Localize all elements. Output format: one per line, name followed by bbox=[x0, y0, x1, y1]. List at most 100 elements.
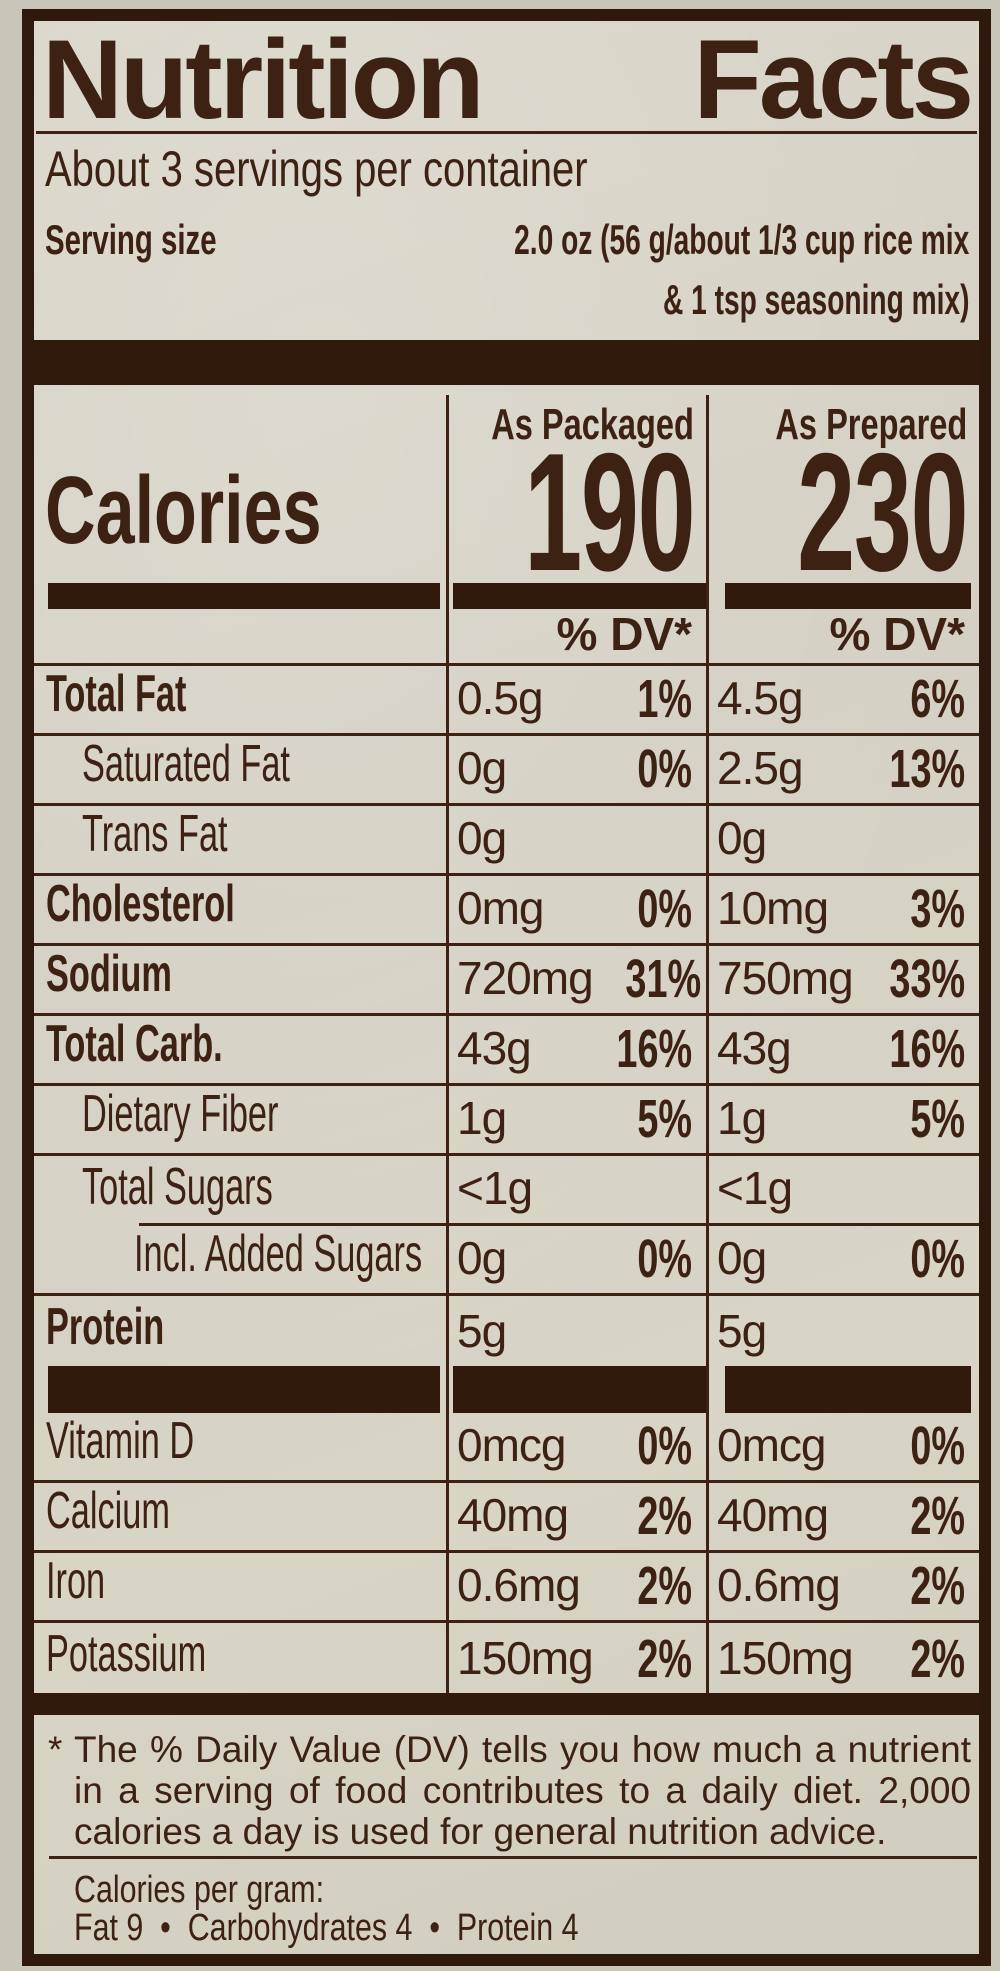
nutrient-prepared-cell: 43g 16% bbox=[706, 1016, 979, 1086]
nutrient-label-cell: Total Sugars bbox=[34, 1156, 446, 1226]
nutrient-packaged-cell: 43g 16% bbox=[446, 1016, 706, 1086]
daily-value-text: 2% bbox=[910, 1628, 965, 1689]
daily-value-packaged: 0% bbox=[614, 1228, 692, 1289]
nutrient-prepared-cell: 40mg 2% bbox=[706, 1483, 979, 1553]
nutrient-label-cell: Total Fat bbox=[34, 666, 446, 736]
amount-prepared: 4.5g bbox=[717, 672, 804, 725]
calories-per-gram-values: Fat 9 • Carbohydrates 4 • Protein 4 bbox=[74, 1907, 579, 1949]
nutrient-prepared-cell: 0g 0% bbox=[706, 1226, 979, 1296]
section-bar bbox=[706, 583, 979, 609]
daily-value-text: 0% bbox=[637, 1228, 692, 1289]
daily-value-prepared: 33% bbox=[857, 952, 965, 1006]
nutrient-packaged-cell: 0.6mg 2% bbox=[446, 1553, 706, 1623]
section-bar bbox=[34, 1366, 446, 1413]
panel-content: Nutrition Facts About 3 servings per con… bbox=[34, 21, 979, 1954]
amount-packaged: 0g bbox=[457, 812, 507, 865]
title-word-nutrition: Nutrition bbox=[42, 17, 485, 142]
nutrition-table: Calories As Packaged 190 As Prepared 230… bbox=[34, 395, 979, 1693]
daily-value-prepared: 0% bbox=[887, 1228, 965, 1289]
nutrient-prepared-cell: 0g bbox=[706, 806, 979, 876]
calories-per-gram: Calories per gram: Fat 9 • Carbohydrates… bbox=[74, 1871, 979, 1947]
nutrient-label-cell: Total Carb. bbox=[34, 1016, 446, 1086]
nutrient-prepared-cell: 4.5g 6% bbox=[706, 666, 979, 736]
daily-value-text: 5% bbox=[637, 1088, 692, 1149]
nutrient-prepared-cell: 750mg 33% bbox=[706, 946, 979, 1016]
section-bar bbox=[446, 1366, 706, 1413]
amount-packaged: 0g bbox=[457, 742, 507, 795]
amount-packaged: 5g bbox=[457, 1305, 507, 1358]
nutrient-label: Sodium bbox=[46, 945, 172, 1004]
nutrient-packaged-cell: 1g 5% bbox=[446, 1086, 706, 1156]
serving-size-row: Serving size 2.0 oz (56 g/about 1/3 cup … bbox=[45, 210, 979, 330]
amount-packaged: 150mg bbox=[457, 1632, 594, 1685]
nutrient-label-cell: Sodium bbox=[34, 946, 446, 1016]
calories-as-prepared-cell: As Prepared 230 bbox=[706, 395, 979, 596]
daily-value-packaged: 0% bbox=[614, 882, 692, 936]
nutrient-label: Calcium bbox=[46, 1482, 170, 1541]
dv-header-empty-cell bbox=[34, 609, 446, 666]
nutrient-prepared-cell: 2.5g 13% bbox=[706, 736, 979, 806]
daily-value-prepared: 13% bbox=[857, 742, 965, 796]
nutrient-label-cell: Cholesterol bbox=[34, 876, 446, 946]
dv-header-as-prepared: % DV* bbox=[706, 609, 979, 666]
daily-value-text: 5% bbox=[910, 1088, 965, 1149]
serving-size-value: 2.0 oz (56 g/about 1/3 cup rice mix & 1 … bbox=[290, 210, 969, 330]
footnote-asterisk: * bbox=[48, 1729, 63, 1770]
nutrient-prepared-cell: <1g bbox=[706, 1156, 979, 1226]
daily-value-packaged: 0% bbox=[614, 742, 692, 796]
daily-value-packaged: 2% bbox=[614, 1632, 692, 1686]
calories-as-packaged-cell: As Packaged 190 bbox=[446, 395, 706, 596]
amount-prepared: 2.5g bbox=[717, 742, 804, 795]
bar-segment bbox=[48, 583, 440, 609]
daily-value-text: 3% bbox=[910, 878, 965, 939]
calories-per-gram-label: Calories per gram: bbox=[74, 1869, 325, 1911]
nutrient-packaged-cell: 5g bbox=[446, 1296, 706, 1366]
as-packaged-header: As Packaged bbox=[491, 400, 694, 449]
amount-packaged: 0.6mg bbox=[457, 1559, 581, 1612]
nutrient-packaged-cell: 720mg 31% bbox=[446, 946, 706, 1016]
daily-value-packaged: 2% bbox=[614, 1489, 692, 1543]
nutrient-packaged-cell: 0.5g 1% bbox=[446, 666, 706, 736]
daily-value-text: 16% bbox=[616, 1018, 692, 1079]
daily-value-text: 0% bbox=[910, 1228, 965, 1289]
section-bar bbox=[446, 583, 706, 609]
title-word-facts: Facts bbox=[693, 17, 974, 142]
nutrient-label: Total Fat bbox=[46, 665, 187, 724]
nutrient-prepared-cell: 150mg 2% bbox=[706, 1623, 979, 1693]
nutrient-packaged-cell: 40mg 2% bbox=[446, 1483, 706, 1553]
nutrient-label-cell: Potassium bbox=[34, 1623, 446, 1693]
daily-value-prepared: 6% bbox=[887, 672, 965, 726]
bar-segment bbox=[453, 583, 706, 609]
amount-prepared: 0g bbox=[717, 1232, 767, 1285]
daily-value-text: 0% bbox=[637, 1415, 692, 1476]
nutrient-label: Cholesterol bbox=[46, 875, 235, 934]
daily-value-packaged: 1% bbox=[614, 668, 692, 729]
amount-prepared: 43g bbox=[717, 1022, 792, 1075]
nutrient-prepared-cell: 1g 5% bbox=[706, 1086, 979, 1156]
nutrition-facts-panel: Nutrition Facts About 3 servings per con… bbox=[22, 9, 991, 1966]
calories-as-prepared-value: 230 bbox=[796, 417, 968, 606]
daily-value-prepared: 0% bbox=[887, 1419, 965, 1473]
title-divider bbox=[36, 131, 977, 134]
footnote-divider bbox=[49, 1856, 977, 1859]
daily-value-packaged: 0% bbox=[614, 1415, 692, 1476]
nutrient-label: Iron bbox=[46, 1552, 106, 1611]
serving-size-label: Serving size bbox=[45, 216, 217, 263]
daily-value-text: 31% bbox=[625, 948, 701, 1009]
daily-value-packaged: 16% bbox=[584, 1018, 692, 1079]
nutrient-label-cell: Trans Fat bbox=[34, 806, 446, 876]
nutrient-label: Dietary Fiber bbox=[82, 1085, 279, 1144]
nutrient-prepared-cell: 5g bbox=[706, 1296, 979, 1366]
nutrient-prepared-cell: 0mcg 0% bbox=[706, 1413, 979, 1483]
nutrient-label: Saturated Fat bbox=[82, 735, 290, 794]
nutrient-packaged-cell: 0mg 0% bbox=[446, 876, 706, 946]
daily-value-text: 1% bbox=[637, 668, 692, 729]
nutrient-label-cell: Dietary Fiber bbox=[34, 1086, 446, 1156]
nutrient-label-cell: Protein bbox=[34, 1296, 446, 1366]
amount-packaged: <1g bbox=[457, 1162, 533, 1215]
amount-prepared: 0mcg bbox=[717, 1419, 826, 1472]
daily-value-text: 16% bbox=[889, 1018, 965, 1079]
thick-separator-bar-bottom bbox=[34, 1693, 979, 1715]
nutrient-packaged-cell: 0mcg 0% bbox=[446, 1413, 706, 1483]
servings-text: About 3 servings per container bbox=[45, 141, 588, 197]
